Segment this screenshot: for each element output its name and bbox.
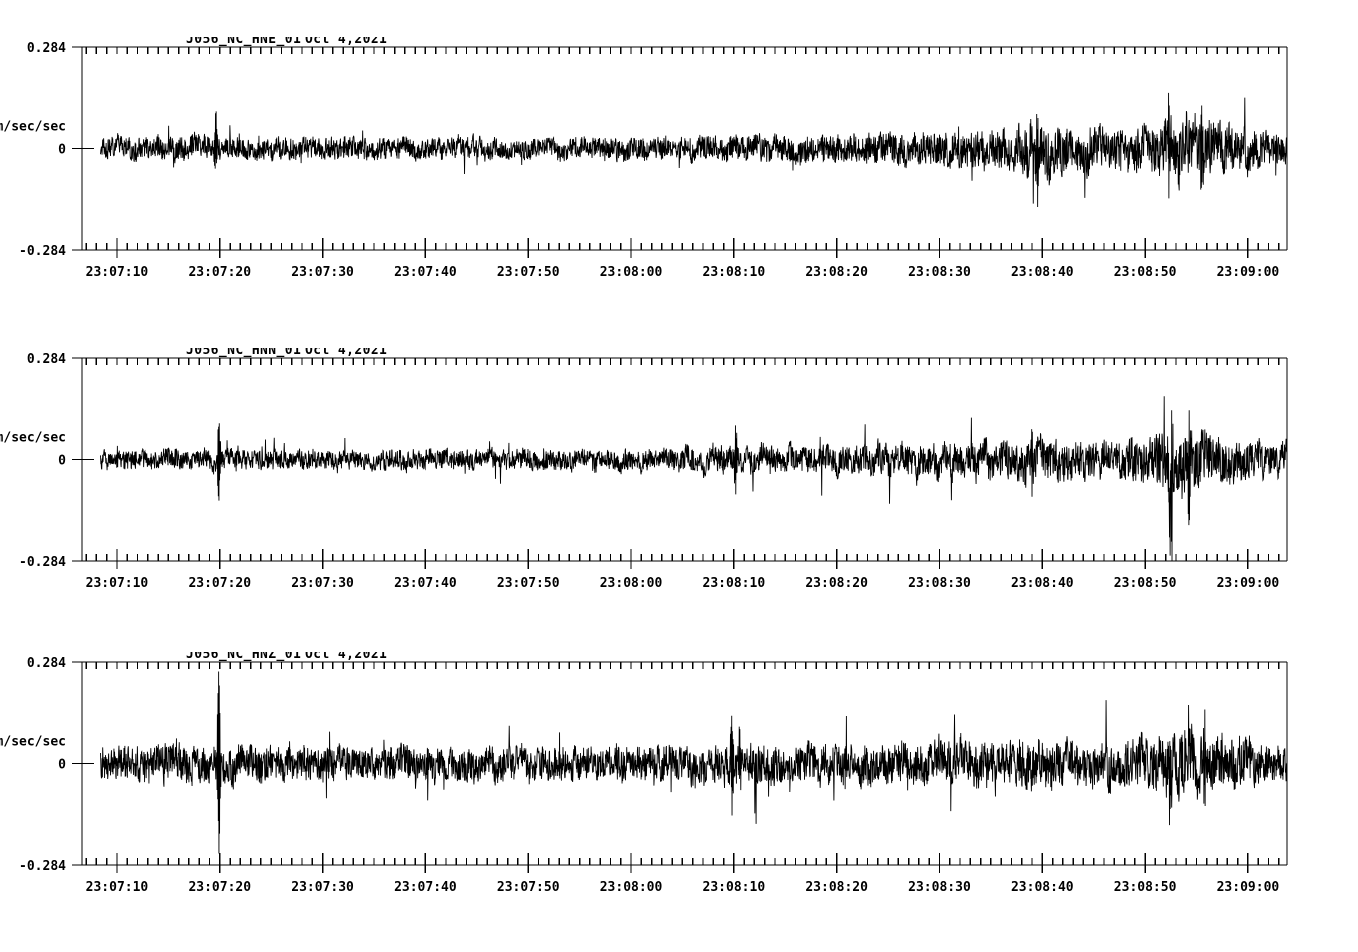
x-tick-label: 23:08:20 xyxy=(805,265,868,280)
x-tick-label: 23:08:30 xyxy=(908,265,971,280)
x-tick-label: 23:08:50 xyxy=(1114,880,1177,895)
x-tick-label: 23:08:40 xyxy=(1011,265,1074,280)
panel-date-hne: Oct 4,2021 xyxy=(305,37,387,47)
x-tick-label: 23:07:20 xyxy=(188,265,251,280)
x-tick-label: 23:08:10 xyxy=(703,880,766,895)
x-tick-label: 23:07:20 xyxy=(188,880,251,895)
x-tick-label: 23:07:10 xyxy=(86,880,149,895)
y-tick-label: 0 xyxy=(58,758,66,773)
x-tick-label: 23:08:50 xyxy=(1114,576,1177,591)
y-tick-label: 0 xyxy=(58,454,66,469)
panel-title-hnz: J056_NC_HNZ_01 xyxy=(186,652,301,662)
x-tick-label: 23:07:30 xyxy=(291,880,354,895)
x-tick-label: 23:07:50 xyxy=(497,265,560,280)
waveform-trace-hnz xyxy=(100,671,1288,854)
x-tick-label: 23:07:10 xyxy=(86,265,149,280)
x-tick-label: 23:07:30 xyxy=(291,265,354,280)
panel-date-hnn: Oct 4,2021 xyxy=(305,348,387,358)
x-tick-label: 23:08:10 xyxy=(703,576,766,591)
x-tick-label: 23:08:30 xyxy=(908,880,971,895)
y-tick-label: 0.284 xyxy=(27,352,66,367)
x-tick-label: 23:08:20 xyxy=(805,880,868,895)
y-tick-label: 0 xyxy=(58,143,66,158)
x-tick-label: 23:07:50 xyxy=(497,880,560,895)
x-tick-label: 23:08:20 xyxy=(805,576,868,591)
panel-plot-hne: J056_NC_HNE_01 Oct 4,2021 23:07:10 23:07:20… xyxy=(0,37,1288,280)
y-tick-label: 0.284 xyxy=(27,41,66,56)
x-tick-label: 23:08:00 xyxy=(600,576,663,591)
x-tick-label: 23:07:40 xyxy=(394,265,457,280)
x-tick-label: 23:08:30 xyxy=(908,576,971,591)
x-tick-label: 23:08:00 xyxy=(600,265,663,280)
x-tick-label: 23:08:40 xyxy=(1011,576,1074,591)
y-axis-unit-label: cm/sec/sec xyxy=(0,431,66,446)
seismogram-panel-hne: J056_NC_HNE_01 Oct 4,2021 23:07:10 23:07:20… xyxy=(0,37,1358,337)
x-tick-label: 23:07:40 xyxy=(394,576,457,591)
x-tick-label: 23:07:10 xyxy=(86,576,149,591)
x-tick-label: 23:08:50 xyxy=(1114,265,1177,280)
y-tick-label: 0.284 xyxy=(27,656,66,671)
x-tick-label: 23:09:00 xyxy=(1217,576,1280,591)
seismogram-panel-hnn: J056_NC_HNN_01 Oct 4,2021 23:07:10 23:07:20… xyxy=(0,348,1358,648)
panel-plot-hnn: J056_NC_HNN_01 Oct 4,2021 23:07:10 23:07:20… xyxy=(0,348,1288,591)
x-tick-label: 23:07:50 xyxy=(497,576,560,591)
x-tick-label: 23:08:40 xyxy=(1011,880,1074,895)
panel-date-hnz: Oct 4,2021 xyxy=(305,652,387,662)
x-tick-label: 23:07:30 xyxy=(291,576,354,591)
y-tick-label: -0.284 xyxy=(19,244,66,259)
y-tick-label: -0.284 xyxy=(19,555,66,570)
panel-plot-hnz: J056_NC_HNZ_01 Oct 4,2021 23:07:10 23:07:20… xyxy=(0,652,1288,895)
x-tick-label: 23:09:00 xyxy=(1217,880,1280,895)
y-tick-label: -0.284 xyxy=(19,859,66,874)
seismogram-figure: J056_NC_HNE_01 Oct 4,2021 23:07:10 23:07:20… xyxy=(0,37,1358,895)
y-axis-unit-label: cm/sec/sec xyxy=(0,735,66,750)
x-tick-label: 23:08:10 xyxy=(703,265,766,280)
x-tick-label: 23:07:40 xyxy=(394,880,457,895)
waveform-trace-hnn xyxy=(100,396,1288,562)
x-tick-label: 23:09:00 xyxy=(1217,265,1280,280)
seismogram-panel-hnz: J056_NC_HNZ_01 Oct 4,2021 23:07:10 23:07:20… xyxy=(0,652,1358,952)
waveform-trace-hne xyxy=(100,92,1288,208)
x-tick-label: 23:07:20 xyxy=(188,576,251,591)
panel-title-hne: J056_NC_HNE_01 xyxy=(186,37,301,47)
panel-title-hnn: J056_NC_HNN_01 xyxy=(186,348,301,358)
x-tick-label: 23:08:00 xyxy=(600,880,663,895)
y-axis-unit-label: cm/sec/sec xyxy=(0,120,66,135)
